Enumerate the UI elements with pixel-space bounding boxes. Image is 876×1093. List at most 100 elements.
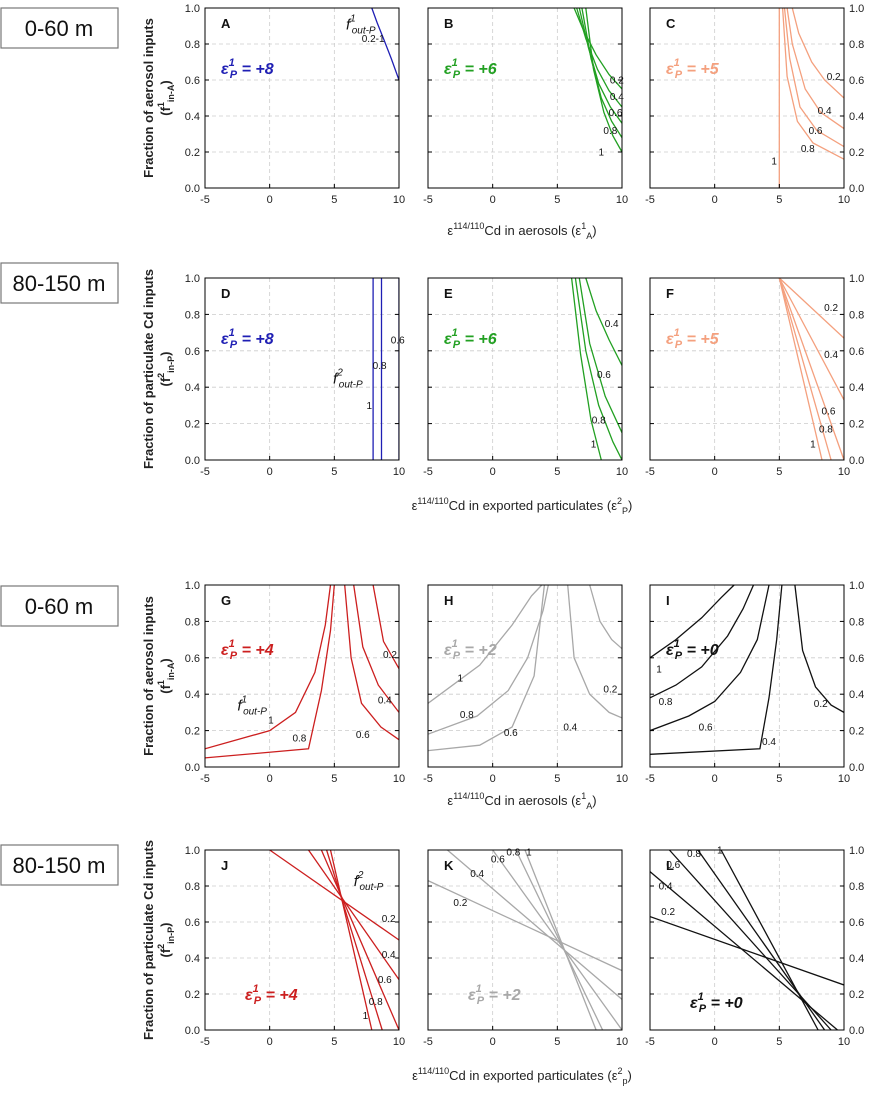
epsilon-label: ε1 P = +8	[221, 57, 274, 81]
x-tick-label: 5	[331, 773, 337, 785]
x-tick-label: 5	[554, 466, 560, 478]
contour-line	[650, 584, 770, 732]
y-tick-label: 1.0	[849, 3, 864, 15]
x-axis-label: ε114/110Cd in aerosols (ε1A)	[447, 791, 596, 811]
x-tick-label: 0	[267, 466, 273, 478]
y-tick-label: 0.8	[849, 39, 864, 51]
depth-label-box: 0-60 m	[0, 7, 119, 49]
x-tick-label: -5	[645, 773, 655, 785]
contour-label: 0.2	[661, 907, 675, 918]
contour-label: 1	[366, 401, 372, 412]
panel-letter: I	[666, 593, 670, 608]
y-tick-label: 0.2	[185, 147, 200, 159]
contour-line	[573, 7, 622, 90]
y-tick-label: 0.2	[849, 726, 864, 738]
y-tick-label: 1.0	[185, 3, 200, 15]
x-tick-label: 5	[331, 194, 337, 206]
y-tick-label: 0.0	[185, 183, 200, 195]
epsilon-label: ε1 P = +4	[245, 983, 298, 1007]
contour-line	[205, 584, 332, 750]
panel-i: -5 0 5 100.0 0.2 0.4 0.6 0.8 1.0 Iε1 P = +0 1 0.8 0.6…	[645, 580, 864, 785]
contour-label: 1	[526, 847, 532, 858]
x-axis-label: ε114/110Cd in aerosols (ε1A)	[447, 221, 596, 241]
depth-box-frame	[0, 585, 119, 627]
contour-label: 0.4	[382, 950, 396, 961]
contour-label: 0.8	[592, 416, 606, 427]
contour-line	[697, 849, 826, 1031]
y-tick-label: 0.8	[185, 39, 200, 51]
f-out-label: f2 out-P	[333, 368, 363, 391]
plot-frame	[649, 584, 845, 768]
contour-label: 0.2	[824, 303, 838, 314]
contour-label: 1	[771, 157, 777, 168]
contour-label: 0.2	[814, 699, 828, 710]
y-tick-label: 0.4	[185, 689, 200, 701]
contour-label: 0.8	[369, 997, 383, 1008]
contour-line	[650, 584, 783, 755]
contour-label: 0.4	[470, 869, 484, 880]
x-tick-label: 0	[490, 466, 496, 478]
x-tick-label: -5	[423, 1036, 433, 1048]
contour-line	[492, 849, 622, 1031]
x-tick-label: 0	[712, 773, 718, 785]
x-tick-label: 0	[490, 1036, 496, 1048]
x-tick-label: -5	[645, 1036, 655, 1048]
contour-label: 1	[458, 673, 464, 684]
contour-label: 0.8	[603, 126, 617, 137]
y-tick-label: 0.2	[185, 989, 200, 1001]
y-tick-label: 0.4	[185, 382, 200, 394]
contour-line	[650, 915, 844, 986]
y-tick-label: 1.0	[185, 273, 200, 285]
contour-line	[778, 277, 844, 401]
x-tick-label: 10	[393, 466, 405, 478]
contour-label: 0.4	[605, 319, 619, 330]
depth-label: 0-60 m	[25, 594, 93, 619]
contour-line	[307, 849, 399, 980]
contour-label: 0.6	[491, 855, 505, 866]
y-axis-label: Fraction of aerosol inputs (f1in-A)	[141, 18, 176, 178]
contour-line	[578, 7, 622, 124]
f-out-label: f2 out-P	[354, 870, 384, 893]
y-tick-label: 0.0	[849, 183, 864, 195]
y-tick-label: 0.8	[185, 309, 200, 321]
y-tick-label: 0.2	[185, 726, 200, 738]
y-axis-symbol: (f1in-A)	[156, 80, 176, 116]
y-tick-label: 0.6	[849, 346, 864, 358]
epsilon-label: ε1 P = +6	[444, 57, 497, 81]
panel-letter: J	[221, 858, 228, 873]
y-tick-label: 0.8	[849, 616, 864, 628]
contour-line	[783, 7, 844, 148]
contour-line	[428, 880, 622, 972]
y-tick-label: 1.0	[849, 273, 864, 285]
x-tick-label: -5	[200, 194, 210, 206]
contour-label: 1	[810, 439, 816, 450]
contour-label: 0.6	[699, 723, 713, 734]
contour-line	[778, 277, 844, 461]
contour-label: 0.6	[822, 407, 836, 418]
contour-label: 0.8	[659, 697, 673, 708]
contour-label: 0.8	[460, 710, 474, 721]
contour-line	[446, 849, 622, 1000]
contour-label: 0.4	[659, 882, 673, 893]
x-tick-label: 0	[712, 466, 718, 478]
contour-line	[791, 7, 844, 99]
contour-label: 0.8	[687, 849, 701, 860]
y-tick-label: 0.8	[849, 309, 864, 321]
contour-label: 1	[363, 1011, 369, 1022]
contour-label: 0.4	[762, 737, 776, 748]
contour-label: 0.4	[824, 350, 838, 361]
panel-g: -5 0 5 10 0.0 0.2 0.4 0.6 0.8 1.0 Gε1 P = +4 1 0.8 0.6…	[185, 580, 405, 785]
x-tick-label: 0	[712, 1036, 718, 1048]
contour-line	[650, 584, 735, 659]
x-tick-label: -5	[423, 773, 433, 785]
depth-label: 80-150 m	[13, 853, 106, 878]
contour-line	[428, 584, 549, 735]
x-tick-label: 0	[490, 773, 496, 785]
y-axis-symbol: (f2in-P)	[156, 351, 176, 386]
y-tick-label: 0.6	[185, 917, 200, 929]
x-tick-label: 10	[616, 466, 628, 478]
contour-line	[524, 849, 597, 1031]
epsilon-label: ε1 P = +4	[221, 638, 274, 662]
y-tick-label: 0.6	[185, 653, 200, 665]
x-tick-label: 0	[267, 194, 273, 206]
